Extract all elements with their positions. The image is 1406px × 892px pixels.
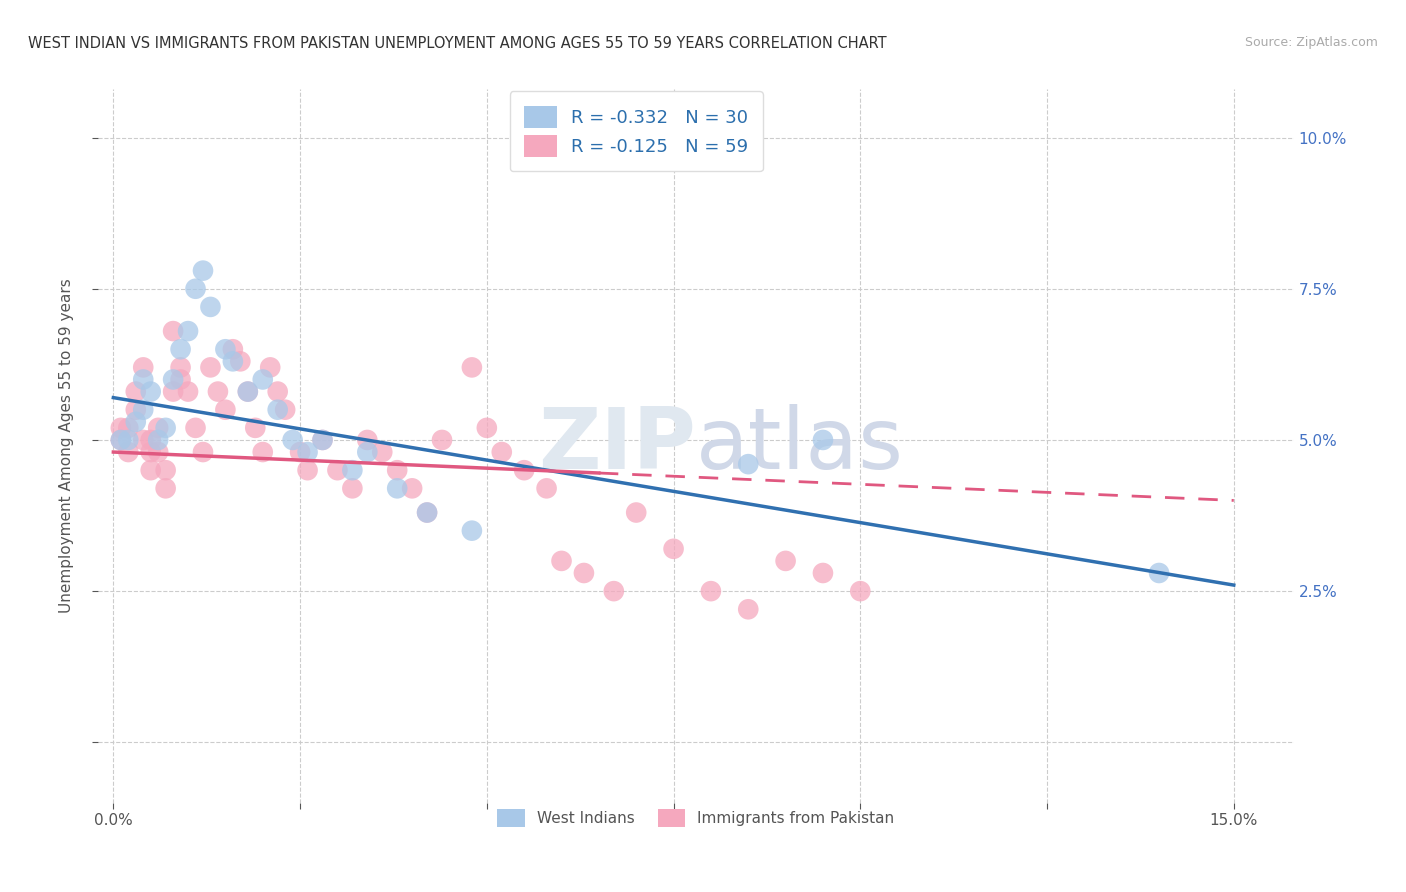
Legend: West Indians, Immigrants from Pakistan: West Indians, Immigrants from Pakistan	[486, 798, 905, 838]
Point	[297, 463, 319, 477]
Point	[775, 554, 797, 568]
Point	[139, 445, 162, 459]
Point	[385, 481, 409, 495]
Text: Source: ZipAtlas.com: Source: ZipAtlas.com	[1244, 36, 1378, 49]
Point	[169, 372, 191, 386]
Point	[169, 343, 191, 357]
Point	[416, 506, 439, 520]
Point	[177, 384, 200, 399]
Point	[191, 445, 214, 459]
Point	[139, 433, 162, 447]
Point	[297, 445, 319, 459]
Point	[184, 282, 207, 296]
Text: ZIP: ZIP	[538, 404, 696, 488]
Point	[155, 421, 177, 435]
Point	[236, 384, 259, 399]
Point	[326, 463, 349, 477]
Point	[177, 324, 200, 338]
Point	[252, 445, 274, 459]
Point	[236, 384, 259, 399]
Point	[162, 384, 184, 399]
Point	[267, 402, 290, 417]
Point	[603, 584, 626, 599]
Text: atlas: atlas	[696, 404, 904, 488]
Point	[356, 445, 378, 459]
Point	[849, 584, 872, 599]
Point	[222, 343, 245, 357]
Point	[700, 584, 723, 599]
Point	[267, 384, 290, 399]
Point	[274, 402, 297, 417]
Point	[155, 463, 177, 477]
Point	[191, 263, 214, 277]
Point	[207, 384, 229, 399]
Point	[110, 433, 132, 447]
Point	[222, 354, 245, 368]
Point	[461, 524, 484, 538]
Point	[536, 481, 558, 495]
Point	[737, 602, 759, 616]
Point	[132, 372, 155, 386]
Point	[311, 433, 333, 447]
Point	[811, 566, 834, 580]
Point	[214, 402, 236, 417]
Point	[148, 421, 170, 435]
Point	[461, 360, 484, 375]
Point	[117, 445, 139, 459]
Point	[811, 433, 834, 447]
Point	[162, 324, 184, 338]
Point	[550, 554, 572, 568]
Point	[491, 445, 513, 459]
Point	[214, 343, 236, 357]
Point	[125, 384, 148, 399]
Text: WEST INDIAN VS IMMIGRANTS FROM PAKISTAN UNEMPLOYMENT AMONG AGES 55 TO 59 YEARS C: WEST INDIAN VS IMMIGRANTS FROM PAKISTAN …	[28, 36, 887, 51]
Point	[401, 481, 423, 495]
Point	[162, 372, 184, 386]
Point	[342, 481, 364, 495]
Point	[184, 421, 207, 435]
Point	[132, 433, 155, 447]
Point	[155, 481, 177, 495]
Point	[132, 360, 155, 375]
Point	[110, 421, 132, 435]
Point	[169, 360, 191, 375]
Point	[342, 463, 364, 477]
Point	[737, 457, 759, 471]
Point	[311, 433, 333, 447]
Point	[200, 300, 222, 314]
Point	[1147, 566, 1170, 580]
Point	[148, 445, 170, 459]
Point	[200, 360, 222, 375]
Point	[288, 445, 311, 459]
Point	[356, 433, 378, 447]
Point	[125, 402, 148, 417]
Point	[572, 566, 595, 580]
Point	[117, 433, 139, 447]
Point	[117, 421, 139, 435]
Point	[132, 402, 155, 417]
Point	[371, 445, 394, 459]
Point	[110, 433, 132, 447]
Y-axis label: Unemployment Among Ages 55 to 59 years: Unemployment Among Ages 55 to 59 years	[59, 278, 75, 614]
Point	[662, 541, 685, 556]
Point	[148, 433, 170, 447]
Point	[252, 372, 274, 386]
Point	[430, 433, 453, 447]
Point	[385, 463, 409, 477]
Point	[139, 384, 162, 399]
Point	[513, 463, 536, 477]
Point	[259, 360, 281, 375]
Point	[125, 415, 148, 429]
Point	[416, 506, 439, 520]
Point	[281, 433, 304, 447]
Point	[245, 421, 267, 435]
Point	[626, 506, 648, 520]
Point	[475, 421, 498, 435]
Point	[139, 463, 162, 477]
Point	[229, 354, 252, 368]
